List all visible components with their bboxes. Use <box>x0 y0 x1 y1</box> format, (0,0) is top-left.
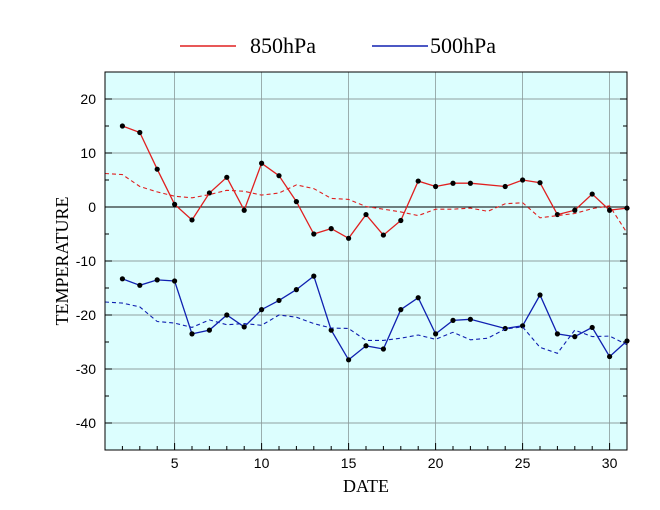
data-point-s0-x28 <box>572 207 578 213</box>
data-point-s2-x25 <box>520 323 526 329</box>
y-tick-label--20: -20 <box>76 307 96 323</box>
data-point-s0-x13 <box>311 231 317 237</box>
y-tick-label-0: 0 <box>88 199 96 215</box>
data-point-s0-x30 <box>607 207 613 213</box>
data-point-s0-x24 <box>502 183 508 190</box>
series-layer <box>104 123 630 363</box>
data-point-s0-x20 <box>433 183 439 190</box>
data-point-s0-x26 <box>537 180 543 186</box>
data-point-s0-x4 <box>154 166 160 172</box>
y-tick-labels: 20 10 0 -10 -20 -30 -40 <box>76 91 96 431</box>
data-point-s0-x19 <box>415 178 421 184</box>
y-tick-label--30: -30 <box>76 361 96 377</box>
data-point-s0-x29 <box>589 191 595 197</box>
x-tick-label-10: 10 <box>254 455 270 471</box>
data-point-s2-x20 <box>433 331 439 337</box>
x-tick-label-20: 20 <box>428 455 444 471</box>
data-point-s0-x8 <box>224 174 230 180</box>
data-point-s2-x15 <box>346 357 352 363</box>
data-point-s2-x7 <box>206 327 212 333</box>
data-point-s2-x5 <box>172 278 178 284</box>
data-point-s2-x9 <box>241 324 247 330</box>
series-line-1 <box>104 172 628 234</box>
data-point-s0-x2 <box>119 123 125 129</box>
data-point-s0-x15 <box>346 235 352 241</box>
data-point-s2-x16 <box>363 343 369 349</box>
data-point-s2-x27 <box>554 331 561 337</box>
data-point-s0-x10 <box>259 160 265 166</box>
data-point-s0-x18 <box>398 217 404 224</box>
data-point-s0-x11 <box>276 173 282 179</box>
y-tick-label--10: -10 <box>76 253 96 269</box>
data-point-s0-x3 <box>137 129 143 136</box>
data-point-s2-x2 <box>119 276 125 282</box>
data-point-s2-x12 <box>293 287 299 293</box>
data-point-s2-x18 <box>398 307 404 313</box>
data-point-s2-x26 <box>537 292 543 298</box>
data-point-s2-x11 <box>276 297 282 304</box>
data-point-s2-x19 <box>415 295 421 301</box>
data-point-s2-x14 <box>328 327 334 333</box>
x-tick-labels: 5 10 15 20 25 30 <box>171 455 618 471</box>
x-tick-label-30: 30 <box>602 455 618 471</box>
data-point-s0-x5 <box>172 201 178 207</box>
data-point-s0-x14 <box>328 226 334 232</box>
data-point-s2-x21 <box>450 317 456 323</box>
data-point-s2-x3 <box>137 282 143 288</box>
y-tick-label-20: 20 <box>80 91 96 107</box>
data-point-s0-x22 <box>467 180 473 186</box>
x-tick-label-15: 15 <box>341 455 357 471</box>
data-point-s0-x27 <box>554 211 561 218</box>
y-axis-title: TEMPERATURE <box>52 196 72 325</box>
data-point-s0-x17 <box>380 232 386 238</box>
data-point-s0-x12 <box>293 199 299 205</box>
data-point-s2-x8 <box>224 312 230 318</box>
data-point-s2-x17 <box>380 346 386 352</box>
data-point-s0-x7 <box>206 190 212 196</box>
x-tick-label-5: 5 <box>171 455 179 471</box>
data-point-s0-x21 <box>450 180 456 186</box>
data-point-s2-x28 <box>572 334 578 340</box>
tick-marks <box>104 71 628 451</box>
data-point-s2-x22 <box>467 316 473 322</box>
data-point-s2-x29 <box>589 324 595 331</box>
data-point-s2-x13 <box>311 273 317 279</box>
data-point-s2-x6 <box>189 331 195 337</box>
data-point-s0-x6 <box>189 217 195 223</box>
data-point-s2-x10 <box>259 307 265 313</box>
x-axis-title: DATE <box>343 476 389 496</box>
y-tick-label--40: -40 <box>76 415 96 431</box>
data-point-s2-x4 <box>154 277 160 283</box>
y-tick-label-10: 10 <box>80 145 96 161</box>
data-point-s0-x16 <box>363 211 369 218</box>
data-point-s0-x9 <box>241 207 247 213</box>
data-point-s2-x30 <box>607 353 613 360</box>
legend: 850hPa 500hPa <box>180 33 496 58</box>
data-point-s0-x25 <box>520 177 526 183</box>
series-line-3 <box>104 301 628 354</box>
legend-label-1: 500hPa <box>430 33 496 58</box>
x-tick-label-25: 25 <box>515 455 531 471</box>
legend-label-0: 850hPa <box>250 33 316 58</box>
